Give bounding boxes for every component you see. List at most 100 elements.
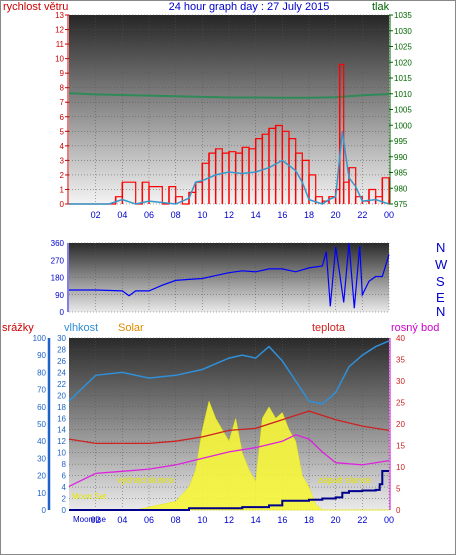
- rain-tick-label: 20: [37, 472, 46, 481]
- humidity-tick-label: 8: [62, 460, 67, 469]
- time-tick-label: 02: [91, 210, 101, 220]
- direction-tick-label: 0: [60, 308, 65, 317]
- rain-tick-label: 80: [37, 368, 46, 377]
- humidity-tick-label: 12: [57, 437, 66, 446]
- time-tick-label: 22: [357, 515, 367, 525]
- sunrise-annotation: východ slunce: [117, 475, 174, 485]
- wind-tick-label: 3: [60, 156, 65, 165]
- time-tick-label: 22: [357, 210, 367, 220]
- humidity-line: [68, 340, 390, 405]
- sunset-annotation: západ slunce: [318, 475, 371, 485]
- wind-tick-label: 11: [56, 40, 65, 49]
- temperature-tick-label: 15: [396, 442, 405, 451]
- time-tick-label: 16: [277, 515, 287, 525]
- time-tick-label: 08: [171, 515, 181, 525]
- wind-tick-label: 5: [60, 127, 65, 136]
- compass-w: W: [435, 257, 448, 272]
- solar-area: [69, 400, 389, 511]
- wind-direction-plot: [69, 242, 390, 309]
- pressure-label: tlak: [372, 1, 390, 13]
- humidity-tick-label: 16: [57, 414, 66, 423]
- rain-tick-label: 70: [37, 386, 46, 395]
- dew-point-label: rosný bod: [391, 322, 439, 334]
- wind-tick-label: 4: [60, 142, 65, 151]
- wind-tick-label: 1: [60, 185, 65, 194]
- wind-direction-axes: 0 90 180 270 360: [51, 239, 69, 317]
- rain-tick-label: 50: [37, 420, 46, 429]
- direction-tick-label: 90: [55, 291, 64, 300]
- wind-direction-grid: [69, 242, 390, 313]
- rain-tick-label: 40: [37, 437, 46, 446]
- wind-pressure-axes: 0123456789101112139759809859909951000100…: [55, 11, 412, 220]
- rain-tick-label: 90: [37, 351, 46, 360]
- solar-label: Solar: [118, 322, 144, 334]
- humidity-tick-label: 14: [57, 426, 66, 435]
- compass-s: S: [436, 274, 445, 289]
- temperature-tick-label: 0: [396, 506, 401, 515]
- wind-tick-label: 2: [60, 171, 65, 180]
- direction-tick-label: 270: [51, 256, 65, 265]
- pressure-tick-label: 1010: [394, 90, 412, 99]
- humidity-tick-label: 24: [57, 368, 66, 377]
- time-tick-label: 10: [197, 210, 207, 220]
- humidity-tick-label: 28: [57, 345, 66, 354]
- wind-tick-label: 10: [55, 55, 64, 64]
- humidity-tick-label: 30: [57, 334, 66, 343]
- dew-point-line: [68, 434, 390, 487]
- temperature-label: teplota: [312, 322, 346, 334]
- humidity-tick-label: 6: [62, 472, 67, 481]
- wind-tick-label: 12: [55, 26, 64, 35]
- time-tick-label: 00: [384, 515, 394, 525]
- wind-pressure-plot: [68, 63, 390, 205]
- pressure-tick-label: 1020: [394, 58, 412, 67]
- direction-tick-label: 180: [51, 274, 65, 283]
- wind-average-line: [69, 131, 390, 205]
- direction-tick-label: 360: [51, 239, 65, 248]
- compass-e: E: [436, 290, 445, 305]
- pressure-tick-label: 980: [394, 184, 408, 193]
- time-tick-label: 20: [331, 515, 341, 525]
- temperature-tick-label: 30: [396, 377, 405, 386]
- pressure-tick-label: 990: [394, 153, 408, 162]
- compass-labels: N W S E N: [435, 240, 448, 319]
- time-tick-label: 06: [144, 515, 154, 525]
- humidity-tick-label: 18: [57, 403, 66, 412]
- pressure-tick-label: 975: [394, 200, 408, 209]
- humidity-tick-label: 26: [57, 357, 66, 366]
- time-tick-label: 04: [117, 515, 127, 525]
- temperature-tick-label: 5: [396, 485, 401, 494]
- humidity-tick-label: 0: [62, 506, 67, 515]
- pressure-tick-label: 1000: [394, 121, 412, 130]
- graph-title: 24 hour graph day : 27 July 2015: [169, 1, 330, 13]
- rain-line: [69, 470, 389, 511]
- temperature-tick-label: 35: [396, 356, 405, 365]
- pressure-tick-label: 1025: [394, 43, 412, 52]
- pressure-tick-label: 1035: [394, 11, 412, 20]
- temperature-tick-label: 25: [396, 399, 405, 408]
- humidity-tick-label: 10: [57, 449, 66, 458]
- time-tick-label: 16: [277, 210, 287, 220]
- rain-tick-label: 100: [33, 334, 47, 343]
- humidity-tick-label: 4: [62, 483, 67, 492]
- time-tick-label: 10: [197, 515, 207, 525]
- wind-tick-label: 9: [60, 69, 65, 78]
- pressure-tick-label: 995: [394, 137, 408, 146]
- time-tick-label: 04: [117, 210, 127, 220]
- time-tick-label: 18: [304, 515, 314, 525]
- time-tick-label: 00: [384, 210, 394, 220]
- wind-tick-label: 8: [60, 84, 65, 93]
- pressure-tick-label: 1015: [394, 74, 412, 83]
- compass-n-top: N: [436, 240, 445, 255]
- pressure-line: [68, 92, 390, 99]
- rain-tick-label: 10: [37, 489, 46, 498]
- wind-tick-label: 7: [60, 98, 65, 107]
- wind-speed-label: rychlost větru: [3, 1, 68, 13]
- climate-axes: 0246810121416182022242628300102030405060…: [33, 334, 406, 525]
- pressure-tick-label: 985: [394, 169, 408, 178]
- wind-tick-label: 0: [60, 200, 65, 209]
- rain-tick-label: 0: [42, 506, 47, 515]
- humidity-tick-label: 20: [57, 391, 66, 400]
- pressure-tick-label: 1030: [394, 27, 412, 36]
- humidity-tick-label: 22: [57, 380, 66, 389]
